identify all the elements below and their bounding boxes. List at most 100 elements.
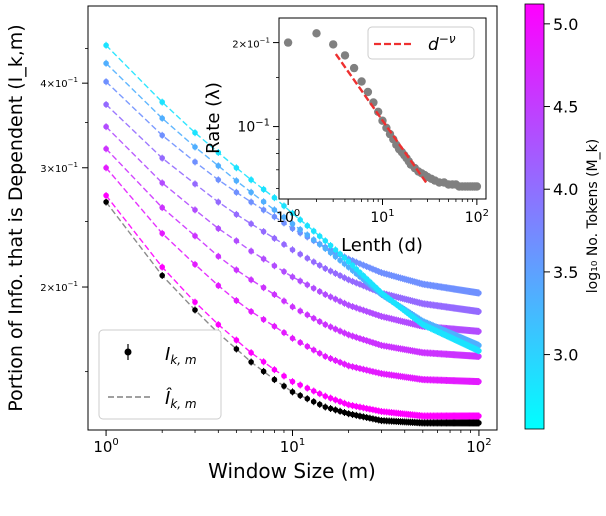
point-black	[297, 392, 304, 399]
point-s5	[337, 272, 343, 279]
point-s1	[304, 385, 311, 391]
point-s8	[310, 228, 317, 234]
point-s7	[332, 253, 339, 260]
colorbar-label: log₁₀ No. Tokens (M_k)	[585, 139, 601, 293]
point-s5	[159, 155, 165, 161]
point-s5	[327, 268, 334, 274]
legend-black-dot	[124, 348, 132, 356]
point-s6	[103, 78, 109, 85]
point-s2	[159, 230, 165, 237]
point-s7	[248, 189, 254, 196]
colorbar-tick-label: 5.0	[553, 15, 578, 34]
point-s7	[289, 221, 296, 227]
inset-legend-box	[367, 26, 475, 60]
main-x-tick-label: 102	[466, 437, 491, 456]
legend-fit-symbol: Î	[165, 387, 172, 409]
point-s4	[476, 328, 482, 335]
legend-observed-sub: k, m	[170, 353, 196, 367]
point-s1	[260, 359, 267, 365]
point-s3	[281, 298, 287, 304]
point-black	[281, 383, 287, 389]
point-black	[327, 405, 334, 412]
point-s1	[310, 388, 317, 394]
point-s2	[215, 282, 222, 289]
main-x-tick-label-base: 10	[280, 438, 299, 456]
inset-points-group	[283, 29, 482, 191]
point-s3	[192, 233, 198, 239]
point-s1	[215, 321, 222, 328]
point-s6	[233, 189, 240, 196]
point-s5	[297, 251, 304, 257]
colorbar-frame	[524, 3, 545, 430]
inset-point	[283, 38, 293, 47]
point-s3	[476, 353, 482, 360]
point-s5	[281, 241, 287, 248]
main-x-label-text: Window Size (m)	[208, 459, 376, 483]
point-s3	[159, 204, 165, 211]
main-x-tick-label-exp: 1	[299, 437, 305, 448]
point-s1	[476, 413, 482, 419]
point-black	[322, 404, 329, 410]
point-s7	[260, 198, 267, 205]
point-s8	[233, 165, 240, 171]
point-s8	[476, 348, 482, 354]
point-s4	[316, 288, 323, 295]
inset-x-tick-label: 102	[465, 208, 489, 226]
point-s5	[322, 265, 329, 272]
point-s1	[327, 395, 334, 401]
point-s7	[327, 249, 334, 256]
point-black	[248, 359, 254, 365]
main-y-tick-label: 2×10−1	[40, 280, 78, 294]
main-x-axis-label: Window Size (m)	[208, 459, 376, 483]
point-s7	[322, 245, 329, 252]
point-s4	[260, 256, 267, 262]
point-s7	[271, 207, 278, 213]
point-s4	[281, 268, 287, 275]
point-s4	[322, 291, 329, 298]
inset-y-tick-label: 10−1	[237, 118, 270, 136]
point-s7	[310, 237, 317, 243]
point-s3	[327, 324, 334, 330]
main-y-tick-label: 3×10−1	[40, 161, 78, 175]
point-s4	[304, 282, 311, 288]
inset-point	[363, 87, 373, 97]
point-s7	[316, 241, 323, 248]
inset-y-ticks: 10−12×10−1	[232, 37, 279, 189]
legend-entry-fit: Îk, m	[165, 387, 197, 411]
main-x-tick-label-base: 10	[466, 438, 485, 456]
point-s2	[281, 329, 287, 336]
point-s7	[233, 178, 240, 184]
point-s5	[103, 101, 109, 108]
point-s1	[159, 264, 165, 270]
point-s7	[215, 163, 222, 169]
point-s1	[297, 382, 304, 388]
main-y-tick-label-exp: −1	[68, 280, 78, 288]
point-s6	[159, 132, 165, 139]
point-s1	[103, 192, 109, 199]
point-s3	[304, 312, 311, 318]
point-s3	[233, 267, 240, 273]
point-s8	[327, 242, 334, 249]
inset-x-tick-label-base: 10	[276, 210, 294, 226]
point-s2	[192, 261, 198, 268]
main-series-group	[103, 41, 482, 427]
point-s1	[233, 337, 240, 343]
legend-observed-symbol: I	[165, 344, 170, 365]
point-s8	[345, 258, 352, 265]
point-s7	[103, 60, 109, 67]
colorbar-ticks: 3.0 3.5 4.0 4.5 5.0	[544, 15, 578, 365]
point-black	[192, 307, 198, 313]
point-s8	[192, 129, 198, 136]
point-s4	[289, 274, 296, 280]
point-s4	[310, 285, 317, 292]
point-s8	[159, 99, 165, 105]
inset-x-ticks: 100 101 102	[276, 199, 489, 226]
point-black	[310, 398, 317, 405]
point-s4	[332, 296, 339, 302]
main-x-tick-label-exp: 2	[485, 437, 491, 448]
point-s2	[233, 297, 240, 304]
point-s4	[192, 207, 198, 213]
point-s3	[260, 284, 267, 291]
inset-point	[329, 40, 338, 49]
point-black	[260, 368, 267, 375]
